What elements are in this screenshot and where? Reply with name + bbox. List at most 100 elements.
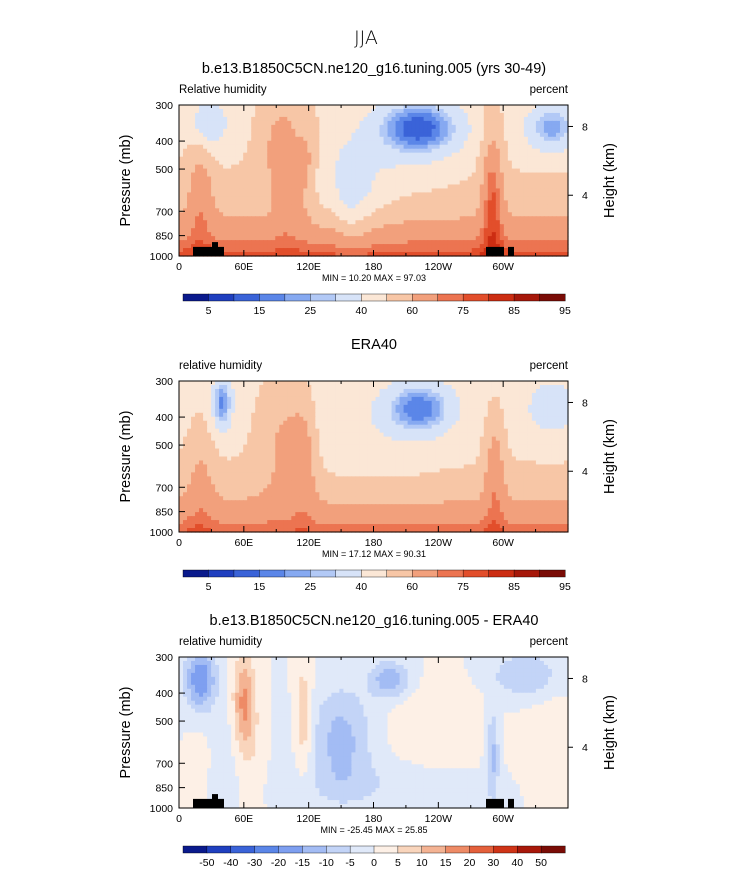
field-cell bbox=[231, 384, 236, 390]
field-cell bbox=[483, 144, 489, 150]
field-cell bbox=[531, 220, 537, 225]
field-cell bbox=[223, 152, 228, 158]
field-cell bbox=[543, 228, 549, 233]
field-cell bbox=[427, 140, 433, 146]
field-cell bbox=[327, 112, 332, 118]
field-cell bbox=[267, 396, 272, 402]
y-tick-label: 400 bbox=[155, 136, 173, 148]
field-cell bbox=[535, 420, 541, 426]
field-cell bbox=[451, 124, 457, 130]
field-cell bbox=[455, 408, 461, 414]
field-cell bbox=[339, 208, 345, 213]
field-cell bbox=[475, 388, 481, 394]
field-cell bbox=[367, 392, 373, 398]
field-cell bbox=[191, 180, 196, 186]
field-cell bbox=[195, 136, 200, 142]
field-cell bbox=[347, 420, 353, 426]
field-cell bbox=[187, 232, 192, 237]
field-cell bbox=[227, 212, 232, 217]
field-cell bbox=[383, 232, 389, 237]
field-cell bbox=[431, 220, 437, 225]
field-cell bbox=[527, 140, 533, 146]
field-cell bbox=[359, 244, 365, 249]
field-cell bbox=[455, 192, 461, 197]
field-cell bbox=[343, 180, 349, 186]
field-cell bbox=[347, 228, 353, 233]
field-cell bbox=[367, 388, 373, 394]
field-cell bbox=[475, 128, 481, 134]
field-cell bbox=[327, 180, 332, 186]
field-cell bbox=[427, 212, 433, 217]
field-cell bbox=[387, 204, 393, 209]
field-cell bbox=[415, 180, 421, 186]
field-cell bbox=[435, 116, 441, 122]
field-cell bbox=[419, 388, 425, 394]
field-cell bbox=[363, 428, 369, 434]
field-cell bbox=[383, 184, 389, 190]
field-cell bbox=[219, 416, 224, 422]
field-cell bbox=[395, 216, 401, 221]
field-cell bbox=[343, 196, 349, 201]
field-cell bbox=[371, 128, 377, 134]
field-cell bbox=[351, 208, 357, 213]
field-cell bbox=[475, 168, 481, 174]
field-cell bbox=[327, 428, 332, 434]
field-cell bbox=[451, 240, 457, 245]
field-cell bbox=[371, 108, 377, 114]
field-cell bbox=[527, 112, 533, 118]
field-cell bbox=[279, 248, 284, 253]
field-cell bbox=[391, 384, 397, 390]
field-cell bbox=[203, 164, 208, 170]
field-cell bbox=[375, 388, 381, 394]
field-cell bbox=[239, 216, 244, 221]
field-cell bbox=[423, 156, 429, 162]
field-cell bbox=[491, 124, 497, 130]
field-cell bbox=[251, 396, 256, 402]
field-cell bbox=[299, 408, 304, 414]
field-cell bbox=[351, 204, 357, 209]
field-cell bbox=[355, 400, 361, 406]
field-cell bbox=[351, 196, 357, 201]
y-tick-label: 300 bbox=[155, 100, 173, 112]
field-cell bbox=[423, 400, 429, 406]
field-cell bbox=[343, 152, 349, 158]
field-cell bbox=[219, 180, 224, 186]
field-cell bbox=[183, 388, 188, 394]
field-cell bbox=[467, 168, 473, 174]
field-cell bbox=[239, 252, 244, 257]
field-cell bbox=[391, 160, 397, 166]
field-cell bbox=[291, 128, 296, 134]
field-cell bbox=[371, 184, 377, 190]
field-cell bbox=[231, 120, 236, 126]
field-cell bbox=[535, 236, 541, 241]
field-cell bbox=[187, 228, 192, 233]
field-cell bbox=[331, 172, 336, 178]
field-cell bbox=[511, 408, 517, 414]
field-cell bbox=[487, 180, 493, 186]
field-cell bbox=[283, 120, 288, 126]
field-cell bbox=[551, 252, 557, 257]
field-cell bbox=[411, 196, 417, 201]
field-cell bbox=[315, 144, 320, 150]
field-cell bbox=[191, 124, 196, 130]
field-cell bbox=[187, 428, 192, 434]
field-cell bbox=[375, 212, 381, 217]
field-cell bbox=[239, 172, 244, 178]
field-cell bbox=[415, 136, 421, 142]
field-cell bbox=[339, 148, 345, 154]
field-cell bbox=[455, 132, 461, 138]
field-cell bbox=[191, 105, 196, 110]
field-cell bbox=[379, 381, 385, 386]
field-cell bbox=[551, 408, 557, 414]
field-cell bbox=[435, 416, 441, 422]
field-cell bbox=[491, 140, 497, 146]
field-cell bbox=[267, 128, 272, 134]
field-cell bbox=[471, 420, 477, 426]
field-cell bbox=[255, 232, 260, 237]
field-cell bbox=[291, 204, 296, 209]
field-cell bbox=[323, 404, 328, 410]
field-cell bbox=[271, 120, 276, 126]
field-cell bbox=[527, 144, 533, 150]
field-cell bbox=[355, 168, 361, 174]
field-cell bbox=[235, 148, 240, 154]
